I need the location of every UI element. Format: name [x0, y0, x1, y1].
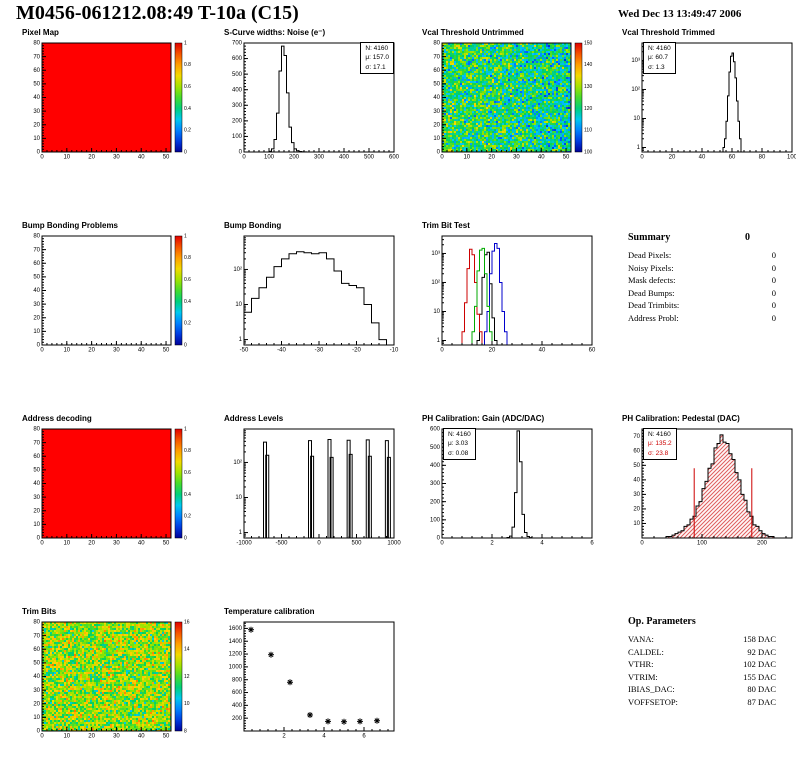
summary-value: 0: [771, 287, 776, 298]
timestamp: Wed Dec 13 13:49:47 2006: [618, 8, 742, 20]
page-title: M0456-061212.08:49 T-10a (C15): [16, 2, 299, 24]
chart-title: S-Curve widths: Noise (e⁻): [224, 28, 326, 37]
stats-sigma: σ: 17.1: [365, 63, 386, 71]
panel-bump-bonding: Bump Bonding: [218, 221, 403, 361]
chart-title: Address Levels: [224, 414, 284, 423]
summary-row: Mask defects: 0: [628, 274, 776, 287]
op-param-value: 92 DAC: [747, 646, 776, 657]
summary-row: Dead Pixels: 0: [628, 249, 776, 262]
op-param-row: VTRIM: 155 DAC: [628, 671, 776, 684]
summary-row: Dead Trimbits: 0: [628, 299, 776, 312]
op-param-row: CALDEL: 92 DAC: [628, 646, 776, 659]
stats-sigma: σ: 0.08: [448, 449, 469, 457]
chart-title: PH Calibration: Gain (ADC/DAC): [422, 414, 545, 423]
op-param-value: 158 DAC: [743, 634, 776, 644]
chart-title: Pixel Map: [22, 28, 59, 37]
panel-ph-gain: PH Calibration: Gain (ADC/DAC) N: 4160 μ…: [416, 414, 601, 554]
panel-bump-problems: Bump Bonding Problems: [16, 221, 201, 361]
op-param-label: VTHR:: [628, 659, 654, 669]
stats-entries: N: 4160: [448, 431, 471, 438]
summary-value: 0: [771, 300, 776, 310]
stats-entries: N: 4160: [648, 45, 671, 52]
op-param-value: 87 DAC: [747, 696, 776, 707]
trim-bits-plot: [16, 619, 201, 745]
bump-problems-plot: [16, 233, 201, 359]
panel-ph-pedestal: PH Calibration: Pedestal (DAC) N: 4160 μ…: [616, 414, 796, 554]
address-levels-plot: [218, 426, 403, 552]
summary-row: Address Probl: 0: [628, 312, 776, 325]
op-param-label: CALDEL:: [628, 646, 664, 657]
stats-entries: N: 4160: [648, 431, 671, 438]
op-param-value: 102 DAC: [743, 659, 776, 669]
op-param-row: IBIAS_DAC: 80 DAC: [628, 683, 776, 696]
summary-label: Dead Pixels:: [628, 250, 672, 260]
stats-sigma: σ: 1.3: [648, 63, 665, 71]
stats-box: N: 4160 μ: 135.2 σ: 23.8: [643, 428, 677, 461]
chart-title: Vcal Threshold Untrimmed: [422, 28, 524, 37]
op-parameters-title: Op. Parameters: [628, 616, 696, 627]
summary-row: Dead Bumps: 0: [628, 287, 776, 300]
op-param-value: 80 DAC: [747, 684, 776, 694]
chart-title: Bump Bonding Problems: [22, 221, 118, 230]
stats-entries: N: 4160: [365, 45, 389, 52]
panel-address-decoding: Address decoding: [16, 414, 201, 554]
bump-bonding-plot: [218, 233, 403, 359]
stats-mean: μ: 60.7: [648, 54, 669, 62]
chart-title: Temperature calibration: [224, 607, 315, 616]
address-decoding-plot: [16, 426, 201, 552]
op-param-row: VTHR: 102 DAC: [628, 658, 776, 671]
summary-value: 0: [771, 262, 776, 273]
chart-title: Trim Bits: [22, 607, 57, 616]
summary-label: Noisy Pixels:: [628, 262, 674, 273]
stats-mean: μ: 3.03: [448, 440, 469, 448]
summary-panel: Summary 0 Dead Pixels: 0 Noisy Pixels: 0…: [628, 232, 776, 324]
panel-vcal-trimmed: Vcal Threshold Trimmed N: 4160 μ: 60.7 σ…: [616, 28, 796, 168]
summary-label: Dead Bumps:: [628, 287, 675, 298]
stats-box: N: 4160 μ: 60.7 σ: 1.3: [643, 42, 676, 75]
temperature-calibration-plot: [218, 619, 403, 745]
chart-title: PH Calibration: Pedestal (DAC): [622, 414, 740, 423]
op-param-label: VTRIM:: [628, 671, 658, 682]
stats-box: N: 4160 μ: 3.03 σ: 0.08: [443, 428, 476, 461]
summary-value: 0: [771, 250, 776, 260]
summary-value: 0: [771, 312, 776, 323]
summary-label: Dead Trimbits:: [628, 300, 680, 310]
op-param-row: VANA: 158 DAC: [628, 633, 776, 646]
panel-pixel-map: Pixel Map: [16, 28, 201, 168]
op-param-row: VOFFSETOP: 87 DAC: [628, 696, 776, 709]
chart-title: Trim Bit Test: [422, 221, 470, 230]
op-param-label: IBIAS_DAC:: [628, 684, 675, 694]
op-parameters-header: Op. Parameters: [628, 616, 776, 627]
panel-address-levels: Address Levels: [218, 414, 403, 554]
chart-title: Vcal Threshold Trimmed: [622, 28, 715, 37]
op-param-label: VANA:: [628, 634, 654, 644]
summary-label: Mask defects:: [628, 275, 676, 285]
summary-row: Noisy Pixels: 0: [628, 262, 776, 275]
summary-value: 0: [771, 275, 776, 285]
summary-title: Summary: [628, 232, 671, 243]
summary-label: Address Probl:: [628, 312, 679, 323]
pixel-map-plot: [16, 40, 201, 166]
panel-trim-bit-test: Trim Bit Test: [416, 221, 601, 361]
stats-box: N: 4160 μ: 157.0 σ: 17.1: [360, 42, 394, 75]
panel-temperature-calibration: Temperature calibration: [218, 607, 403, 747]
vcal-untrimmed-plot: [416, 40, 601, 166]
panel-trim-bits: Trim Bits: [16, 607, 201, 747]
summary-header: Summary 0: [628, 232, 776, 243]
panel-vcal-untrimmed: Vcal Threshold Untrimmed: [416, 28, 601, 168]
stats-mean: μ: 135.2: [648, 440, 672, 448]
chart-title: Address decoding: [22, 414, 92, 423]
trim-bit-test-plot: [416, 233, 601, 359]
stats-sigma: σ: 23.8: [648, 449, 669, 457]
op-parameters-panel: Op. Parameters VANA: 158 DAC CALDEL: 92 …: [628, 616, 776, 708]
stats-mean: μ: 157.0: [365, 54, 389, 62]
panel-scurve-noise: S-Curve widths: Noise (e⁻) N: 4160 μ: 15…: [218, 28, 403, 168]
op-param-value: 155 DAC: [743, 671, 776, 682]
summary-total: 0: [745, 232, 750, 243]
op-param-label: VOFFSETOP:: [628, 696, 678, 707]
chart-title: Bump Bonding: [224, 221, 282, 230]
